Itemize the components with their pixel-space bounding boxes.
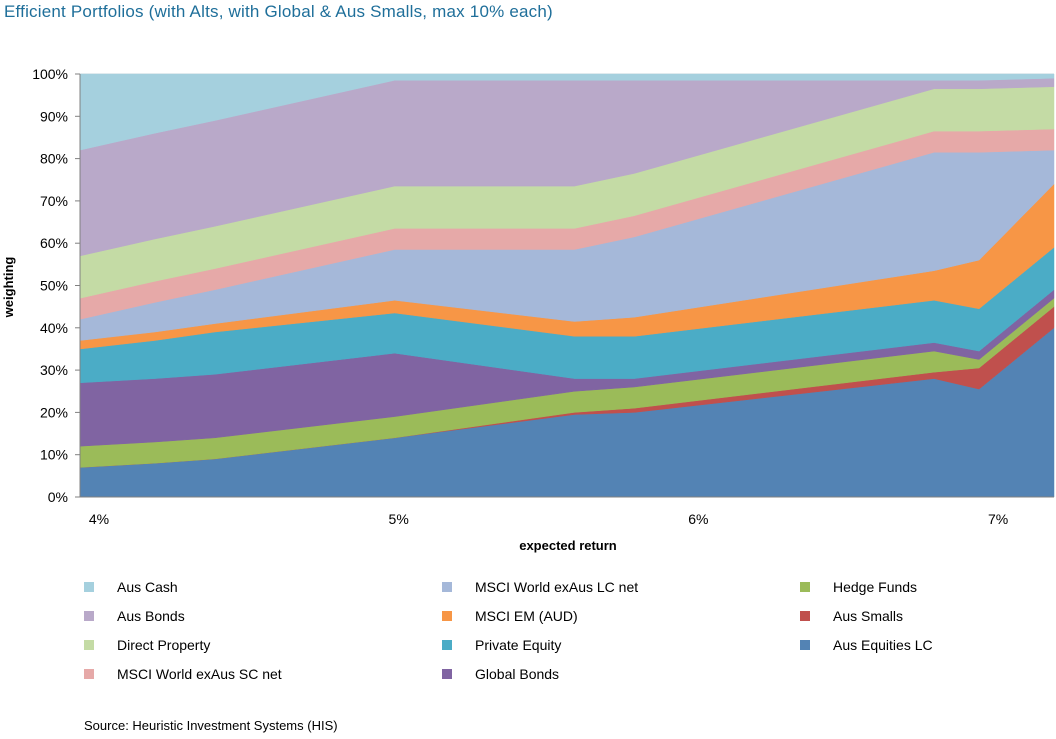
legend-label: MSCI EM (AUD) [475,608,578,624]
y-tick-label: 100% [32,66,68,82]
legend-swatch [442,582,452,592]
y-axis-ticks: 0% 10% 20% 30% 40% 50% 60% 70% 80% 90% 100% [32,66,80,505]
legend-item: MSCI World exAus LC net [442,579,638,595]
chart-title: Efficient Portfolios (with Alts, with Gl… [4,2,553,21]
x-axis-ticks: 4% 5% 6% 7% [89,511,1008,527]
y-tick-label: 40% [40,320,68,336]
legend-swatch [84,611,94,621]
x-tick-label: 5% [389,511,409,527]
legend-item: Aus Bonds [84,608,185,624]
x-tick-label: 6% [688,511,708,527]
legend-swatch [84,669,94,679]
source-note: Source: Heuristic Investment Systems (HI… [84,718,338,733]
legend-swatch [442,669,452,679]
legend-label: Aus Cash [117,579,178,595]
legend-item: Aus Smalls [800,608,903,624]
x-tick-label: 4% [89,511,109,527]
area-series [79,73,1055,498]
legend-swatch [84,582,94,592]
legend-label: Global Bonds [475,666,560,682]
legend-swatch [800,582,810,592]
legend-item: Aus Cash [84,579,178,595]
y-tick-label: 10% [40,447,68,463]
legend-swatch [800,611,810,621]
legend-item: Hedge Funds [800,579,917,595]
y-tick-label: 0% [48,489,68,505]
legend-swatch [442,640,452,650]
legend-item: MSCI World exAus SC net [84,666,282,682]
y-axis-label: weighting [1,257,16,319]
y-tick-label: 60% [40,235,68,251]
legend-label: Aus Equities LC [833,637,933,653]
legend-item: MSCI EM (AUD) [442,608,578,624]
legend-label: MSCI World exAus LC net [475,579,639,595]
legend-label: Aus Bonds [117,608,185,624]
y-tick-label: 80% [40,151,68,167]
legend-swatch [442,611,452,621]
y-tick-label: 90% [40,108,68,124]
area-aus-cash [79,73,1055,151]
legend-label: Direct Property [117,637,211,653]
y-tick-label: 20% [40,404,68,420]
x-axis-label: expected return [519,538,617,553]
legend-item: Direct Property [84,637,210,653]
legend-label: Aus Smalls [833,608,904,624]
legend-swatch [84,640,94,650]
y-tick-label: 50% [40,278,68,294]
y-tick-label: 30% [40,362,68,378]
legend-label: MSCI World exAus SC net [117,666,282,682]
legend-label: Private Equity [475,637,562,653]
x-tick-label: 7% [988,511,1008,527]
y-tick-label: 70% [40,193,68,209]
legend-item: Global Bonds [442,666,559,682]
legend-item: Private Equity [442,637,561,653]
legend-swatch [800,640,810,650]
legend-label: Hedge Funds [833,579,918,595]
legend-item: Aus Equities LC [800,637,933,653]
